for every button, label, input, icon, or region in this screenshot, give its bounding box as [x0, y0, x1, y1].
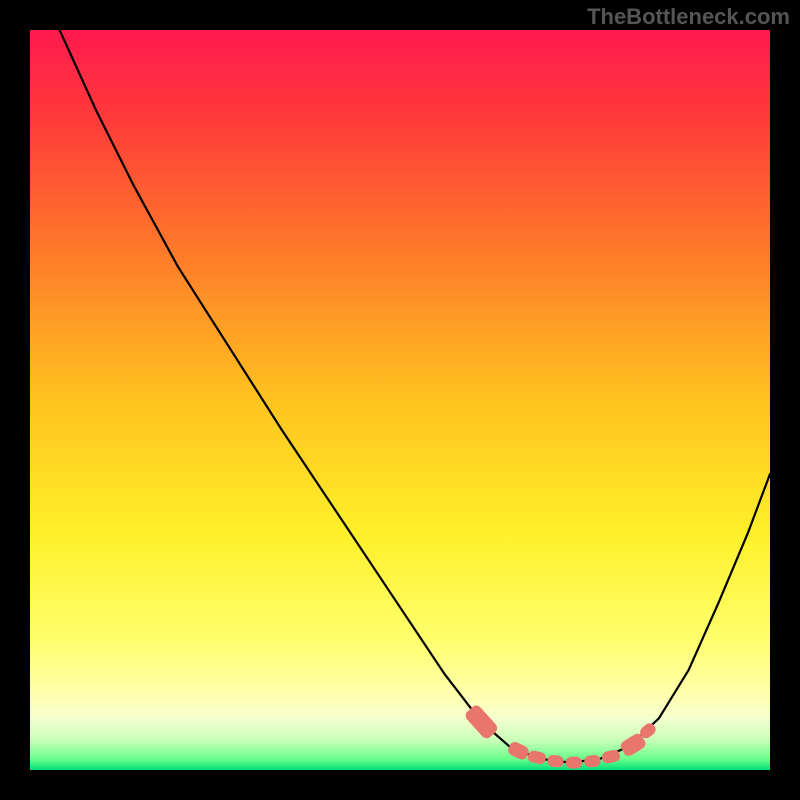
- gradient-background: [30, 30, 770, 770]
- plot-area: [30, 30, 770, 770]
- chart-container: TheBottleneck.com: [0, 0, 800, 800]
- chart-svg: [30, 30, 770, 770]
- valley-marker: [566, 757, 582, 769]
- watermark-text: TheBottleneck.com: [587, 4, 790, 30]
